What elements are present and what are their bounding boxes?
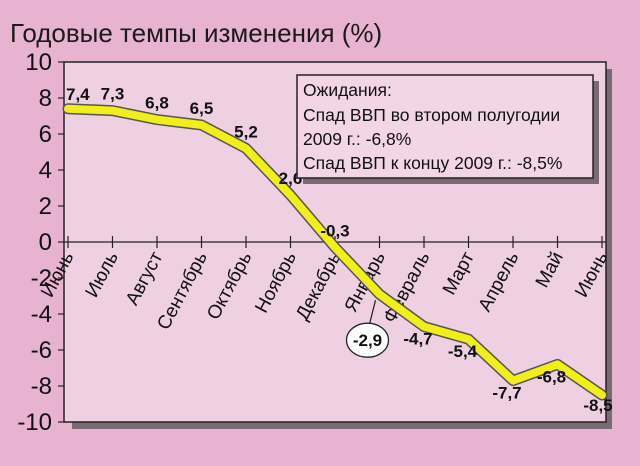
data-label: 7,3	[101, 85, 125, 104]
annotation-line-3: 2009 г.: -6,8%	[303, 129, 411, 149]
data-point	[332, 244, 338, 250]
y-tick-label: -8	[31, 373, 52, 400]
y-tick-label: -4	[31, 301, 52, 328]
data-point	[243, 145, 249, 151]
data-label: -8,5	[583, 396, 612, 415]
annotation-line-1: Ожидания:	[303, 80, 392, 100]
data-label: 5,2	[234, 122, 258, 141]
data-label: 7,4	[66, 85, 90, 104]
data-point	[599, 392, 605, 398]
y-tick-label: -2	[31, 265, 52, 292]
data-point	[466, 336, 471, 342]
y-tick-label: 8	[39, 85, 52, 112]
data-point	[199, 122, 204, 128]
data-label: -6,8	[537, 367, 566, 386]
data-point	[377, 291, 382, 297]
y-tick-label: 0	[39, 229, 52, 256]
annotation-frame	[296, 74, 594, 179]
data-label: -4,7	[403, 330, 432, 349]
data-label-leader	[368, 300, 377, 325]
y-tick-label: 6	[39, 121, 52, 148]
data-point	[65, 106, 71, 112]
y-tick-label: 10	[25, 49, 52, 76]
data-label: -5,4	[448, 342, 478, 361]
y-tick-label: -6	[31, 337, 52, 364]
data-label-callout	[345, 322, 390, 358]
annotation-line-2: Спад ВВП во втором полугодии	[303, 105, 560, 125]
data-point	[555, 361, 560, 367]
data-label: -7,7	[492, 384, 521, 403]
data-point	[288, 192, 293, 198]
data-label: -0,3	[320, 221, 349, 240]
data-point	[110, 108, 115, 114]
data-point	[421, 324, 427, 330]
data-label: -2,9	[353, 331, 382, 350]
y-tick-label: 4	[39, 157, 52, 184]
annotation-box: Ожидания: Спад ВВП во втором полугодии 2…	[296, 74, 599, 184]
data-point	[510, 378, 516, 384]
data-label: 6,8	[145, 94, 169, 113]
data-label: 6,5	[190, 99, 214, 118]
annotation-line-4: Спад ВВП к концу 2009 г.: -8,5%	[303, 153, 562, 173]
chart-title: Годовые темпы изменения (%)	[10, 18, 382, 48]
y-tick-label: 2	[39, 193, 52, 220]
y-tick-label: -10	[17, 409, 52, 436]
data-point	[154, 117, 160, 123]
